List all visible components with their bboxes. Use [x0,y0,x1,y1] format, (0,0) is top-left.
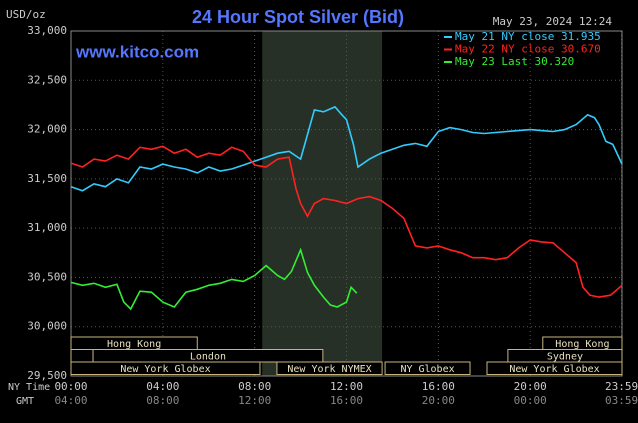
session-label: New York Globex [509,364,599,375]
x2-tick-label: 00:00 [514,394,547,407]
y-tick-label: 31,000 [27,221,67,234]
y-tick-label: 31,500 [27,172,67,185]
x2-tick-label: 20:00 [422,394,455,407]
x2-tick-label: 08:00 [146,394,179,407]
x-row-label: NY Time [8,382,50,393]
x-tick-label: 08:00 [238,380,271,393]
watermark: www.kitco.com [75,42,199,61]
session-label: New York Globex [120,364,210,375]
session-box [70,361,261,375]
shaded-range [262,31,383,376]
session-label: Hong Kong [555,339,609,350]
legend-label: May 23 Last 30.320 [455,55,574,68]
legend-label: May 22 NY close 30.670 [455,43,601,56]
x2-tick-label: 16:00 [330,394,363,407]
x-tick-label: 23:59 [605,380,638,393]
series-line [70,105,623,192]
x2-tick-label: 12:00 [238,394,271,407]
timestamp: May 23, 2024 12:24 [493,15,613,28]
legend-label: May 21 NY close 31.935 [455,30,601,43]
session-box [384,361,471,375]
x-tick-label: 04:00 [146,380,179,393]
chart-title: 24 Hour Spot Silver (Bid) [192,7,404,27]
session-box [486,361,623,375]
session-label: New York NYMEX [287,364,371,375]
x-tick-label: 20:00 [514,380,547,393]
session-label: London [190,351,226,362]
x-tick-label: 16:00 [422,380,455,393]
y-tick-label: 33,000 [27,24,67,37]
session-label: Hong Kong [107,339,161,350]
x2-tick-label: 04:00 [54,394,87,407]
session-box [276,361,383,375]
y-tick-label: 32,500 [27,73,67,86]
x-tick-label: 12:00 [330,380,363,393]
y-tick-label: 30,000 [27,320,67,333]
series-line [70,145,623,298]
session-box [70,349,94,363]
y-tick-label: 30,500 [27,270,67,283]
y-tick-label: 32,000 [27,123,67,136]
x2-row-label: GMT [16,396,34,407]
x-tick-label: 00:00 [54,380,87,393]
series-line [70,247,358,311]
x2-tick-label: 03:59 [605,394,638,407]
y-tick-label: 29,500 [27,369,67,382]
session-label: NY Globex [400,364,454,375]
plot-frame [70,30,623,377]
y-unit: USD/oz [6,8,46,21]
session-label: Sydney [547,351,583,362]
